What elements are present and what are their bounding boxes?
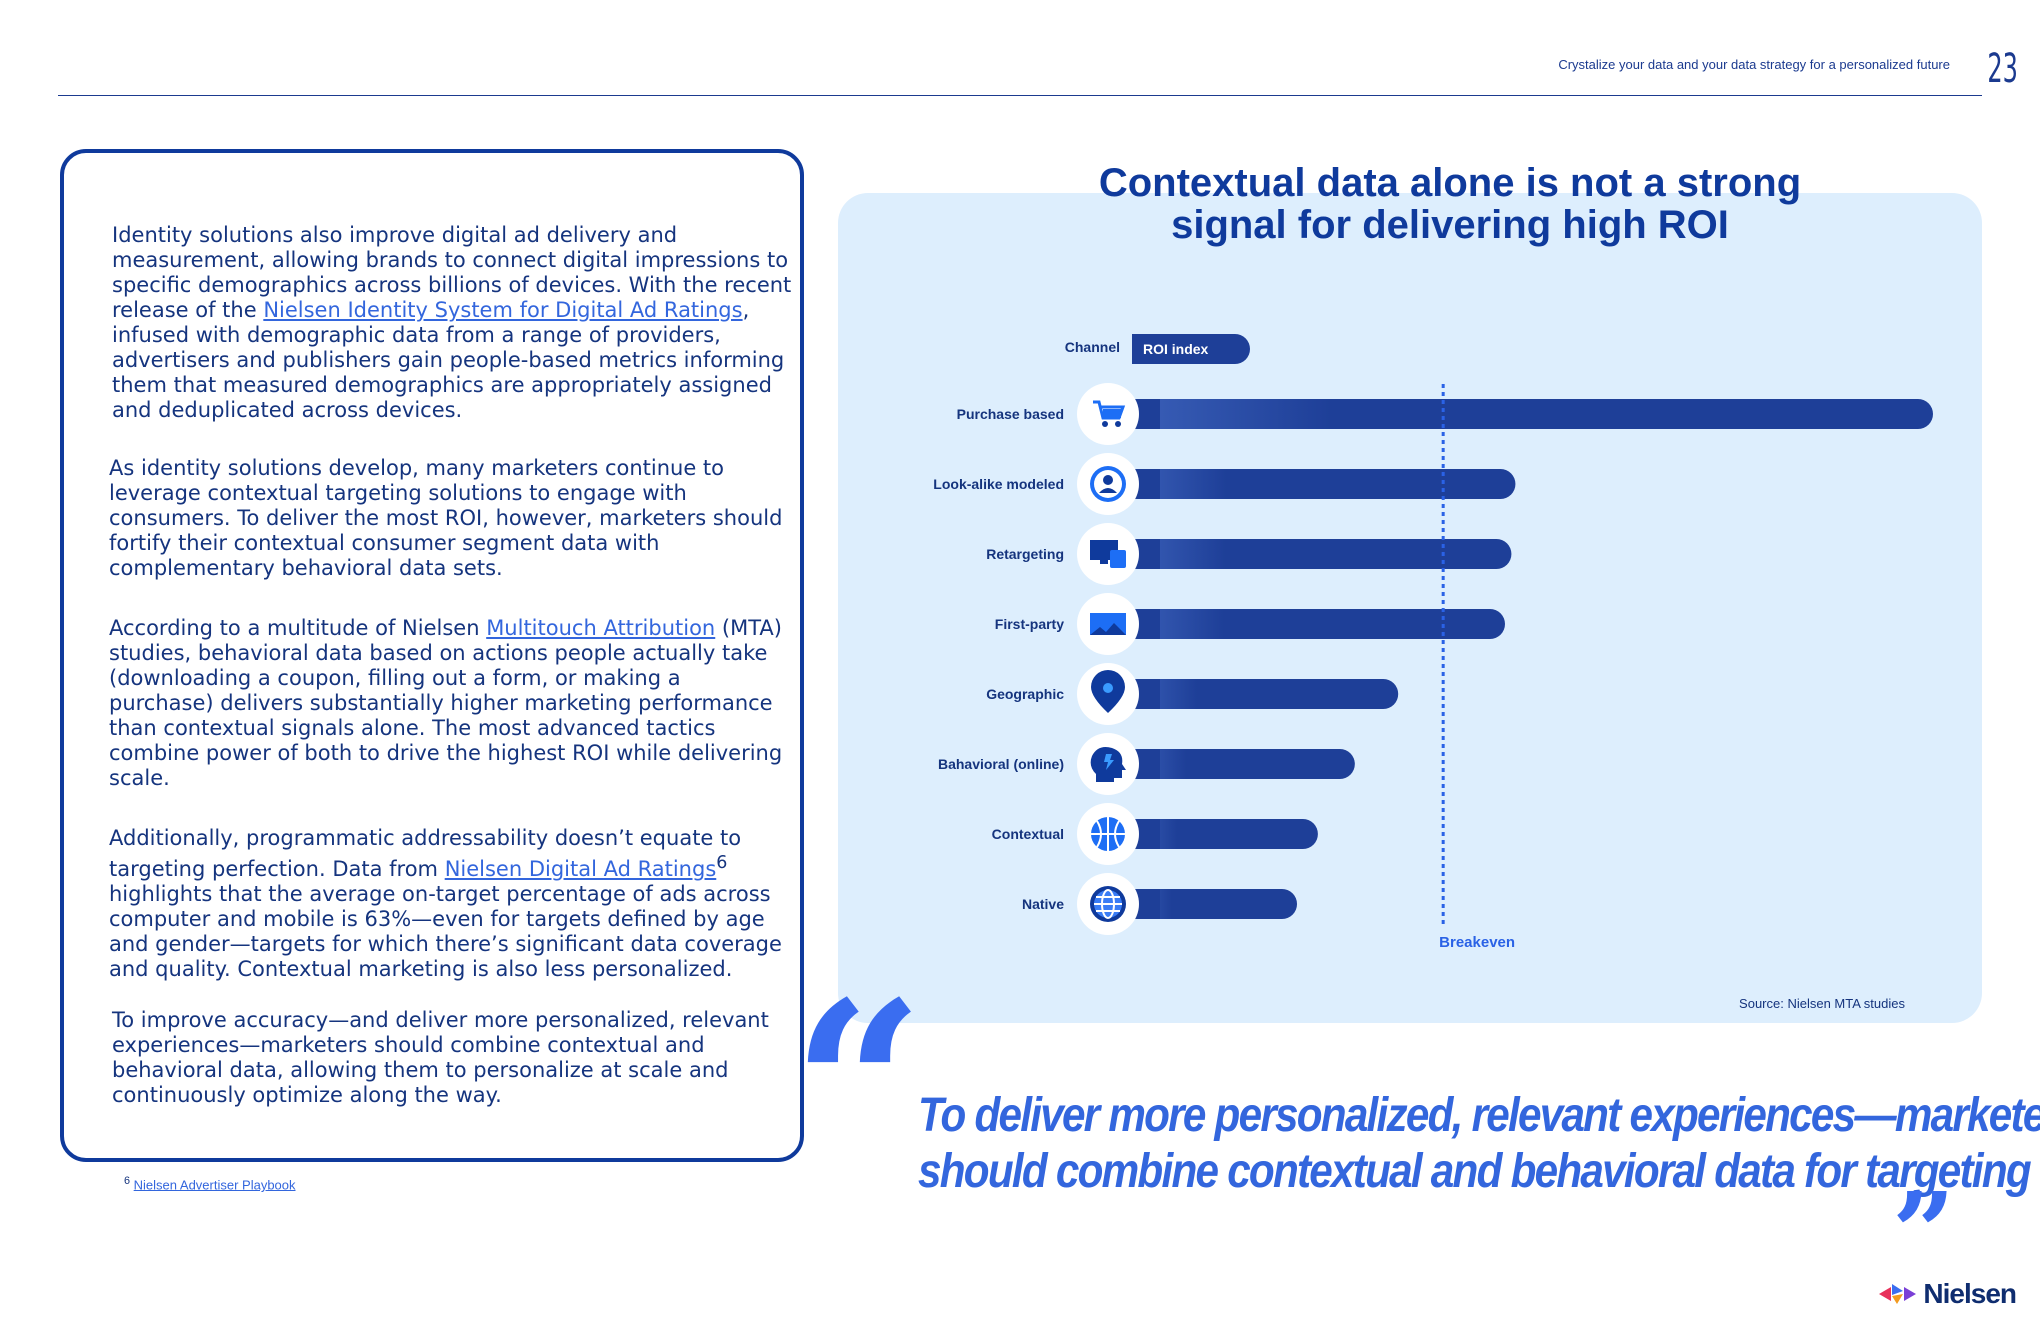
paragraph-contextual: As identity solutions develop, many mark… [109, 456, 783, 580]
pull-quote-line-2: should combine contextual and behavioral… [918, 1145, 2032, 1198]
pull-quote-line-1: To deliver more personalized, relevant e… [918, 1089, 2040, 1142]
bar-2 [1130, 539, 1512, 569]
header-divider [58, 95, 1982, 96]
roi-index-pill-square [1132, 334, 1162, 364]
chart-header-label: Channel [1065, 339, 1120, 355]
p4-text-after: highlights that the average on-target pe… [109, 882, 782, 981]
link-digital-ad-ratings[interactable]: Nielsen Digital Ad Ratings [444, 857, 717, 881]
legend-label: ROI index [1143, 341, 1209, 357]
nielsen-logo-mark-icon [1879, 1284, 1917, 1304]
nielsen-logo-text: Nielsen [1923, 1278, 2017, 1309]
breakeven-label: Breakeven [1439, 934, 1515, 951]
p1-text-c: to specific demographics across billions… [112, 248, 789, 297]
paragraph-mta: According to a multitude of Nielsen Mult… [109, 616, 789, 791]
category-label-3: First-party [995, 616, 1064, 632]
cart-icon [1093, 400, 1126, 427]
chart-title-line-2: signal for delivering high ROI [1171, 203, 1729, 247]
category-label-7: Native [1022, 896, 1064, 912]
bar-6 [1130, 819, 1318, 849]
chart-title: Contextual data alone is not a strong si… [1000, 162, 1900, 246]
bar-4 [1130, 679, 1399, 709]
p1-text-after: , infused with demographic data from a r… [112, 298, 785, 422]
category-label-0: Purchase based [957, 406, 1064, 422]
p4-text-before: Additionally, programmatic addressabilit… [109, 826, 742, 881]
map-pin-icon [1091, 670, 1125, 713]
globe-icon [1090, 886, 1126, 922]
p1-text-b: measurement, allowing brands to connect … [112, 248, 761, 272]
footnote-ref: 6 [716, 853, 728, 873]
p1-text-d: the recent release of the [112, 273, 792, 322]
category-label-2: Retargeting [986, 546, 1064, 562]
person-icon [1090, 466, 1126, 502]
open-quote-mark: “ [792, 952, 925, 1222]
link-identity-system[interactable]: Nielsen Identity System for Digital Ad R… [263, 298, 743, 322]
bar-1 [1130, 469, 1516, 499]
head-icon [1090, 747, 1126, 782]
paragraph-addressability: Additionally, programmatic addressabilit… [109, 826, 789, 982]
ball-icon [1091, 817, 1125, 851]
paragraph-accuracy: To improve accuracy—and deliver more per… [112, 1008, 769, 1107]
link-multitouch-attribution[interactable]: Multitouch Attribution [486, 616, 716, 640]
bar-3 [1130, 609, 1506, 639]
header-subtitle: Crystalize your data and your data strat… [1558, 57, 1950, 72]
p3-text-after: (MTA) studies, behavioral data based on … [109, 616, 783, 790]
pull-quote: To deliver more personalized, relevant e… [918, 1088, 2040, 1200]
paragraph-identity: Identity solutions also improve digital … [112, 223, 792, 423]
category-label-5: Bahavioral (online) [938, 756, 1064, 772]
footnote-mark: 6 [124, 1175, 131, 1187]
p1-text-a: Identity solutions also improve digital … [112, 223, 678, 247]
bar-7 [1130, 889, 1298, 919]
devices-icon [1090, 540, 1126, 568]
chart-title-line-1: Contextual data alone is not a strong [1098, 161, 1802, 205]
bar-0 [1130, 399, 1933, 429]
bar-5 [1130, 749, 1355, 779]
page-number: 23 [1987, 46, 2018, 92]
p3-text-before: According to a multitude of Nielsen [109, 616, 487, 640]
chart-source: Source: Nielsen MTA studies [1739, 996, 1905, 1011]
category-label-6: Contextual [992, 826, 1064, 842]
category-label-1: Look-alike modeled [933, 476, 1064, 492]
text-card: Identity solutions also improve digital … [60, 149, 804, 1162]
link-advertiser-playbook[interactable]: Nielsen Advertiser Playbook [133, 1177, 296, 1193]
category-label-4: Geographic [986, 686, 1064, 702]
footnote: 6 Nielsen Advertiser Playbook [124, 1175, 296, 1192]
chart-panel [838, 193, 1982, 1023]
nielsen-logo: Nielsen [1879, 1278, 2017, 1310]
envelope-icon [1090, 613, 1126, 635]
close-quote-mark: ” [1892, 1168, 1956, 1297]
